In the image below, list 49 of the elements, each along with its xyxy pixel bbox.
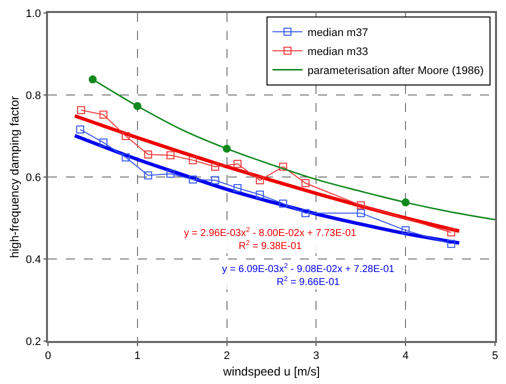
point <box>447 240 456 248</box>
point <box>234 184 242 192</box>
legend-label: median m33 <box>308 46 368 58</box>
annotation: y = 6.09E-03x$^{2}$ - 9.08E-02x + 7.28E-01 R$^{2}$ = 9.66E-01 <box>222 263 395 288</box>
annotation: y = 2.96E-03x$^{2}$ - 8.00E-02x + 7.73E-01 R$^{2}$ = 9.38E-01 <box>184 227 357 252</box>
point <box>88 75 97 84</box>
point <box>356 201 365 210</box>
x-tick-label: 5 <box>492 350 498 362</box>
point <box>256 190 264 199</box>
x-tick-label: 3 <box>313 350 320 362</box>
point <box>122 132 130 140</box>
point <box>76 125 84 134</box>
point <box>122 153 130 162</box>
y-axis-title: high-frequency damping factor <box>8 96 22 258</box>
y-tick-label: 1.0 <box>26 8 42 20</box>
x-axis-title: windspeed u [m/s] <box>222 364 320 378</box>
y-tick-label: 0.6 <box>26 172 42 184</box>
point <box>234 160 242 168</box>
point <box>144 150 152 158</box>
point <box>256 176 264 184</box>
point <box>188 175 197 184</box>
point <box>188 156 197 164</box>
point <box>301 209 310 218</box>
point <box>77 106 86 114</box>
x-tick-label: 4 <box>402 350 409 362</box>
y-tick-label: 0.4 <box>26 254 42 266</box>
x-tick-label: 2 <box>224 350 230 362</box>
point <box>166 151 174 160</box>
legend-label: median m37 <box>308 27 368 40</box>
x-tick-label: 1 <box>134 350 140 362</box>
point <box>211 162 220 171</box>
point <box>133 102 142 110</box>
point <box>402 226 410 234</box>
y-tick-label: 0.2 <box>26 336 42 348</box>
point <box>356 209 365 218</box>
x-tick-label: 0 <box>44 350 52 362</box>
point <box>211 176 220 184</box>
point <box>279 162 288 171</box>
point <box>99 110 108 119</box>
y-tick-label: 0.8 <box>26 90 42 102</box>
point <box>222 144 231 153</box>
point <box>447 228 456 236</box>
point <box>301 179 310 188</box>
point <box>144 171 152 180</box>
point <box>279 200 288 208</box>
point <box>99 138 108 147</box>
point <box>166 170 174 178</box>
legend-label: parameterisation after Moore (1986) <box>308 65 484 78</box>
point <box>402 198 410 206</box>
